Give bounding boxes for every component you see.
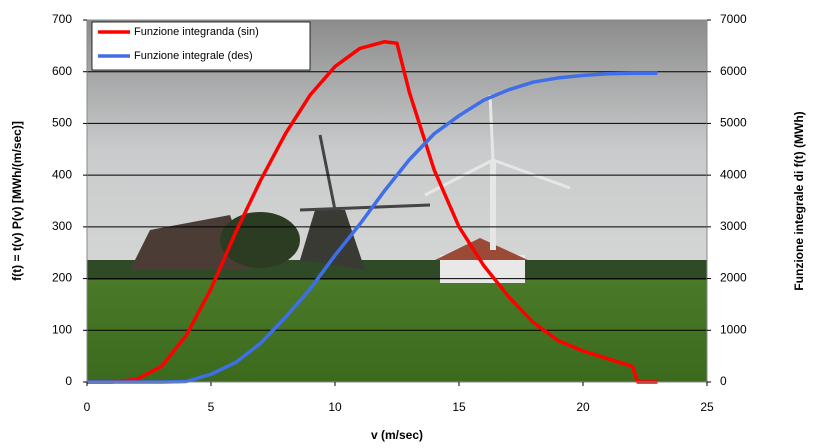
chart: v (m/sec) f(t) = t(v) P(v) [MWh/(m/sec)]… xyxy=(0,0,819,448)
x-tick-label: 20 xyxy=(576,400,590,414)
y2-axis-label: Funzione integrale di f(t) (MWh) xyxy=(792,111,806,290)
y2-tick-label: 2000 xyxy=(720,271,747,285)
y2-tick-label: 4000 xyxy=(720,167,747,181)
x-tick-label: 25 xyxy=(700,400,714,414)
y2-tick-label: 1000 xyxy=(720,322,747,336)
x-tick-label: 5 xyxy=(208,400,215,414)
legend-label: Funzione integranda (sin) xyxy=(134,26,259,38)
y2-tick-label: 0 xyxy=(720,374,727,388)
y-tick-label: 200 xyxy=(52,271,72,285)
x-tick-label: 0 xyxy=(84,400,91,414)
x-tick-label: 15 xyxy=(452,400,466,414)
x-axis-label: v (m/sec) xyxy=(371,428,423,442)
y-tick-label: 500 xyxy=(52,116,72,130)
y2-tick-label: 5000 xyxy=(720,116,747,130)
y2-tick-label: 7000 xyxy=(720,12,747,26)
y-axis-label: f(t) = t(v) P(v) [MWh/(m/sec)] xyxy=(10,121,24,281)
y-tick-label: 0 xyxy=(65,374,72,388)
x-tick-label: 10 xyxy=(328,400,342,414)
y-tick-label: 300 xyxy=(52,219,72,233)
y-tick-label: 700 xyxy=(52,12,72,26)
legend-label: Funzione integrale (des) xyxy=(134,50,253,62)
y-tick-label: 600 xyxy=(52,64,72,78)
y-tick-label: 100 xyxy=(52,322,72,336)
y2-tick-label: 6000 xyxy=(720,64,747,78)
y-tick-label: 400 xyxy=(52,167,72,181)
y2-tick-label: 3000 xyxy=(720,219,747,233)
